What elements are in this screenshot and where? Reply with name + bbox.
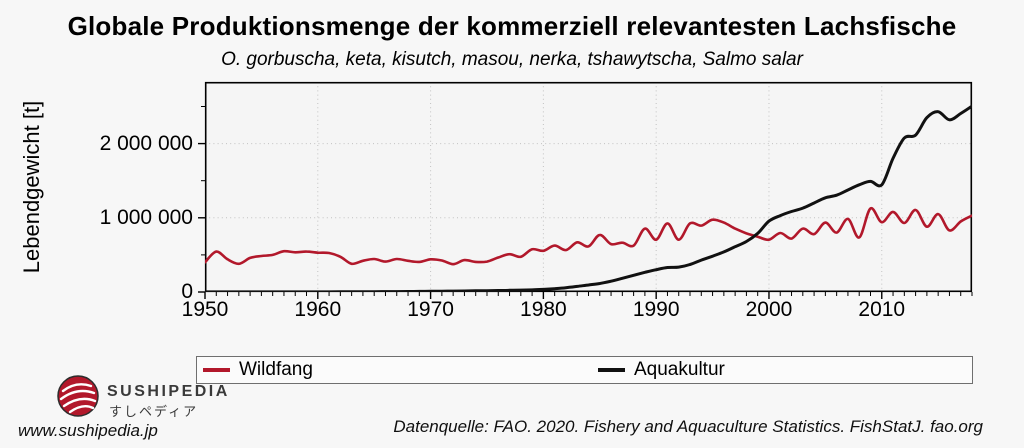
x-tick-label: 1990 — [632, 298, 680, 321]
plot-frame — [204, 81, 973, 293]
legend-item-aquakultur: Aquakultur — [598, 357, 725, 383]
wildfang-line — [205, 207, 972, 266]
x-tick-label: 2000 — [745, 298, 793, 321]
chart-title: Globale Produktionsmenge der kommerziell… — [67, 11, 957, 41]
y-tick-label: 1 000 000 — [99, 205, 193, 229]
x-tick-label: 2010 — [858, 298, 906, 321]
legend-box: Wildfang Aquakultur — [196, 356, 973, 384]
aquakultur-line — [205, 104, 972, 292]
brand-name: SUSHIPEDIA — [107, 383, 230, 400]
x-tick-label: 1960 — [294, 298, 342, 321]
legend-label-aquakultur: Aquakultur — [634, 359, 725, 380]
data-source-note: Datenquelle: FAO. 2020. Fishery and Aqua… — [393, 417, 983, 436]
x-tick-label: 1950 — [181, 298, 229, 321]
brand-name-japanese: すしペディア — [109, 404, 199, 419]
brand-url: www.sushipedia.jp — [18, 421, 158, 440]
x-tick-label: 1970 — [407, 298, 454, 321]
chart-canvas — [198, 81, 973, 299]
sushipedia-logo-icon — [57, 375, 99, 417]
x-tick-label: 1980 — [520, 298, 567, 321]
wildfang-line-swatch — [203, 368, 230, 372]
plot-area — [205, 82, 972, 292]
legend-label-wildfang: Wildfang — [239, 359, 313, 380]
y-tick-label: 0 — [181, 280, 193, 303]
legend-item-wildfang: Wildfang — [203, 357, 313, 383]
y-tick-label: 2 000 000 — [99, 131, 193, 155]
y-axis-title: Lebendgewicht [t] — [19, 100, 44, 274]
chart-subtitle: O. gorbuscha, keta, kisutch, masou, nerk… — [221, 49, 803, 70]
aquakultur-line-swatch — [598, 368, 625, 372]
